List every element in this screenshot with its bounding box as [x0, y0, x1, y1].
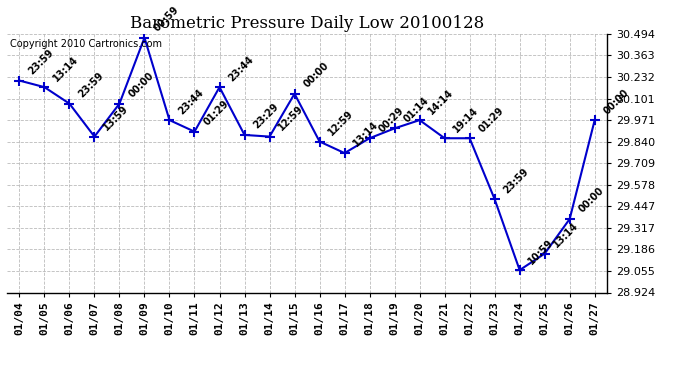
Text: 12:59: 12:59 — [277, 104, 306, 132]
Text: 23:29: 23:29 — [251, 102, 280, 131]
Text: 19:14: 19:14 — [451, 105, 480, 134]
Text: 14:14: 14:14 — [426, 87, 455, 116]
Text: 23:44: 23:44 — [177, 87, 206, 116]
Text: 13:14: 13:14 — [551, 220, 580, 249]
Text: 10:59: 10:59 — [526, 237, 555, 266]
Title: Barometric Pressure Daily Low 20100128: Barometric Pressure Daily Low 20100128 — [130, 15, 484, 32]
Text: 01:14: 01:14 — [402, 95, 431, 124]
Text: 00:00: 00:00 — [602, 87, 631, 116]
Text: 23:59: 23:59 — [26, 47, 55, 76]
Text: Copyright 2010 Cartronics.com: Copyright 2010 Cartronics.com — [10, 39, 162, 49]
Text: 00:29: 00:29 — [377, 105, 406, 134]
Text: 00:59: 00:59 — [151, 4, 180, 33]
Text: 00:00: 00:00 — [577, 186, 606, 215]
Text: 00:00: 00:00 — [302, 61, 331, 90]
Text: 23:59: 23:59 — [502, 166, 531, 195]
Text: 13:59: 13:59 — [101, 104, 130, 132]
Text: 01:29: 01:29 — [201, 99, 230, 128]
Text: 01:29: 01:29 — [477, 105, 506, 134]
Text: 00:00: 00:00 — [126, 70, 155, 99]
Text: 13:14: 13:14 — [51, 54, 80, 83]
Text: 23:59: 23:59 — [77, 70, 106, 99]
Text: 13:14: 13:14 — [351, 120, 380, 149]
Text: 12:59: 12:59 — [326, 108, 355, 137]
Text: 23:44: 23:44 — [226, 54, 255, 83]
